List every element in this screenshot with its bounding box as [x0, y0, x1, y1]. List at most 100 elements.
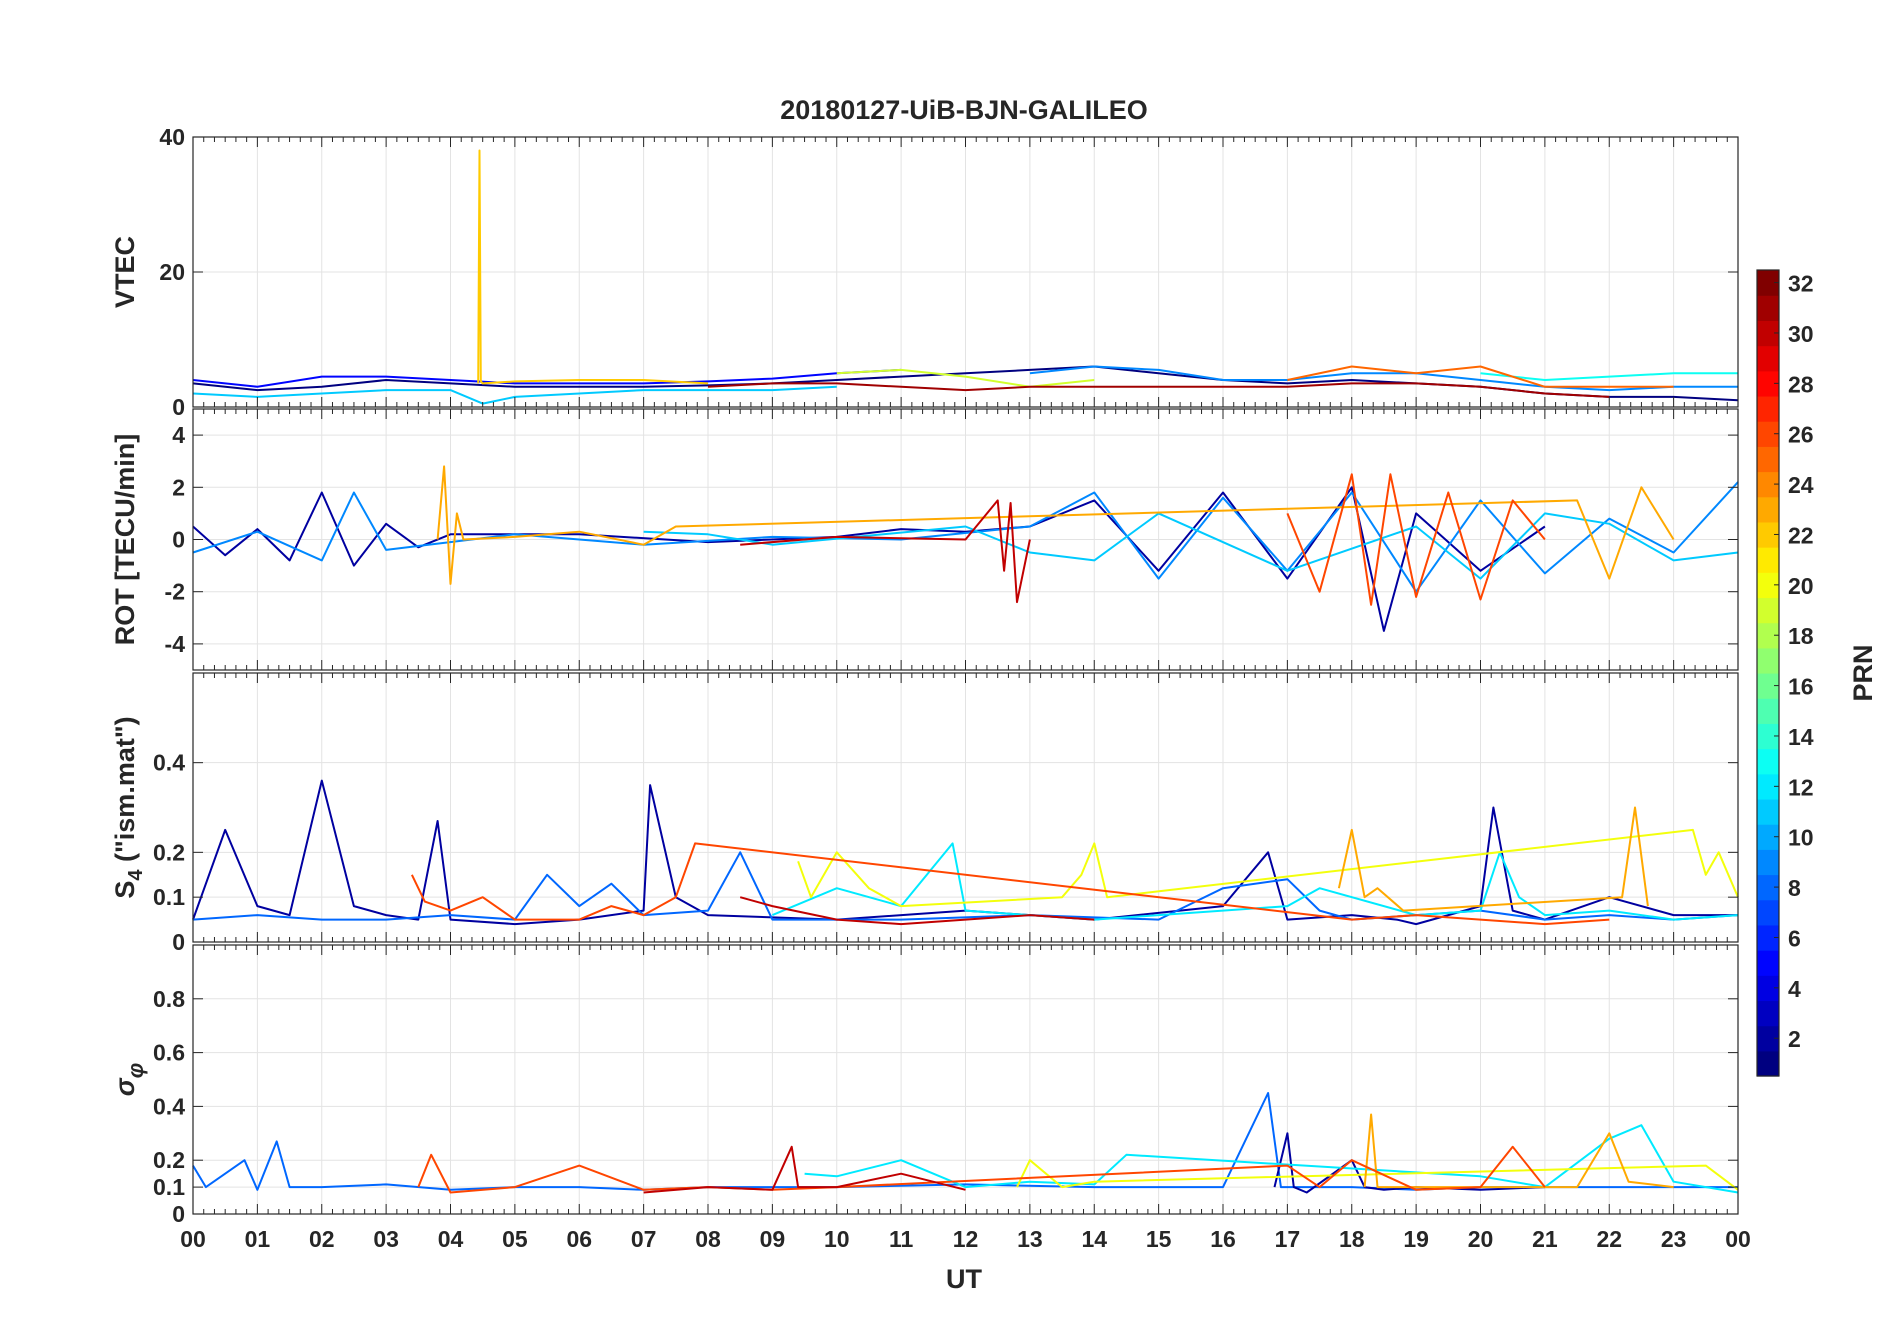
- x-tick-label: 08: [695, 1226, 721, 1252]
- series-prn-12: [772, 842, 1739, 921]
- x-tick-label: 13: [1017, 1226, 1043, 1252]
- y-axis-label: VTEC: [110, 236, 140, 308]
- series-prn-9: [1029, 365, 1738, 392]
- x-ticks: [192, 409, 1739, 670]
- x-tick-labels: 00 01 02 03 04 05 06 07 08 09 10 11 12 13 14 15 16 17 18 19…: [180, 1226, 1751, 1252]
- x-ticks: [192, 945, 1739, 1214]
- y-tick-label: 0: [172, 929, 185, 955]
- y-tick-label: 40: [159, 124, 185, 150]
- colorbar-tick-label: 28: [1788, 371, 1814, 397]
- colorbar-segment: [1757, 547, 1779, 573]
- series-prn-20: [797, 828, 1739, 908]
- colorbar-segment: [1757, 471, 1779, 498]
- x-tick-label: 02: [309, 1226, 335, 1252]
- colorbar-segment: [1757, 698, 1779, 724]
- colorbar-segment: [1757, 370, 1779, 397]
- colorbar-segment: [1757, 395, 1779, 422]
- y-tick-label: 2: [172, 474, 185, 500]
- x-axis-label: UT: [946, 1264, 982, 1294]
- colorbar-segment: [1757, 496, 1779, 523]
- colorbar-tick-label: 22: [1788, 522, 1814, 548]
- x-tick-label: 19: [1403, 1226, 1429, 1252]
- series-prn-5: [192, 368, 902, 388]
- x-ticks: [192, 137, 1739, 407]
- y-tick-label: 20: [159, 259, 185, 285]
- x-tick-label: 21: [1532, 1226, 1558, 1252]
- colorbar-tick-label: 30: [1788, 321, 1814, 347]
- colorbar-segment: [1757, 924, 1779, 951]
- colorbar-segment: [1757, 446, 1779, 473]
- x-tick-label: 11: [889, 1226, 914, 1252]
- panel-2: -4 -2 0 2 4 ROT [TECU/min]: [110, 408, 1739, 671]
- x-tick-label: 10: [824, 1226, 850, 1252]
- x-tick-label: 09: [760, 1226, 786, 1252]
- colorbar-tick-label: 16: [1788, 674, 1814, 700]
- x-tick-label: 04: [438, 1226, 464, 1252]
- x-tick-label: 00: [1725, 1226, 1751, 1252]
- panel-3: 0 0.1 0.2 0.4S4 ("ism.mat"): [110, 672, 1739, 955]
- series-prn-11: [192, 385, 837, 405]
- series-prn-13: [1480, 372, 1738, 381]
- y-tick-label: 0.2: [153, 1147, 185, 1173]
- y-tick-label: 0.4: [153, 750, 185, 776]
- y-tick-label: 0.1: [153, 884, 185, 910]
- x-tick-label: 06: [566, 1226, 592, 1252]
- colorbar-segment: [1757, 773, 1779, 800]
- y-tick-label: 0.8: [153, 986, 185, 1012]
- colorbar-segment: [1757, 673, 1779, 699]
- x-tick-label: 18: [1339, 1226, 1365, 1252]
- series-prn-22: [477, 149, 709, 385]
- colorbar-tick-label: 32: [1788, 271, 1814, 297]
- colorbar-segment: [1757, 849, 1779, 876]
- colorbar-segment: [1757, 748, 1779, 775]
- colorbar-tick-label: 8: [1788, 875, 1801, 901]
- series-prn-19: [836, 368, 1095, 388]
- colorbar-segment: [1757, 647, 1779, 674]
- colorbar-segment: [1757, 521, 1779, 548]
- colorbar-segment: [1757, 874, 1779, 901]
- colorbar-segment: [1757, 1025, 1779, 1052]
- colorbar-label: PRN: [1848, 644, 1878, 701]
- colorbar-frame: [1756, 269, 1780, 1077]
- y-tick-label: 0.4: [153, 1093, 185, 1119]
- colorbar-segment: [1757, 597, 1779, 624]
- series-prn-26: [417, 1145, 1546, 1194]
- colorbar-segment: [1757, 295, 1779, 321]
- series-prn-23: [1363, 1113, 1674, 1189]
- colorbar-segment: [1757, 899, 1779, 926]
- x-tick-label: 03: [373, 1226, 399, 1252]
- series-prn-26: [410, 842, 1610, 926]
- y-tick-label: 4: [172, 422, 185, 448]
- x-tick-label: 17: [1275, 1226, 1301, 1252]
- colorbar-tick-label: 14: [1788, 724, 1814, 750]
- series-prn-25: [1287, 365, 1674, 388]
- colorbar-segment: [1757, 572, 1779, 599]
- colorbar-tick-label: 4: [1788, 976, 1801, 1002]
- colorbar-tick-label: 10: [1788, 825, 1814, 851]
- x-tick-label: 14: [1081, 1226, 1107, 1252]
- series-prn-12: [804, 1124, 1739, 1194]
- colorbar-tick-label: 20: [1788, 573, 1814, 599]
- x-tick-label: 07: [631, 1226, 657, 1252]
- x-tick-label: 01: [245, 1226, 271, 1252]
- colorbar-segment: [1757, 1050, 1779, 1077]
- colorbar-segment: [1757, 1000, 1779, 1027]
- y-tick-label: -4: [165, 631, 186, 657]
- colorbar-segment: [1757, 622, 1779, 649]
- series-prn-30: [740, 499, 1031, 604]
- y-tick-label: -2: [165, 579, 185, 605]
- chart-title: 20180127-UiB-BJN-GALILEO: [780, 95, 1148, 125]
- panel-4: 00.10.2 0.4 0.6 0.8 σφ: [110, 944, 1739, 1227]
- series-prn-30: [739, 896, 1095, 926]
- colorbar-segment: [1757, 723, 1779, 750]
- x-tick-label: 22: [1596, 1226, 1622, 1252]
- x-tick-label: 15: [1146, 1226, 1172, 1252]
- y-axis-label: σφ: [110, 1063, 148, 1096]
- x-tick-label: 00: [180, 1226, 206, 1252]
- series-prn-11: [643, 512, 1739, 580]
- y-axis-label: ROT [TECU/min]: [110, 434, 140, 645]
- colorbar-tick-label: 26: [1788, 422, 1814, 448]
- colorbar-tick-label: 24: [1788, 472, 1814, 498]
